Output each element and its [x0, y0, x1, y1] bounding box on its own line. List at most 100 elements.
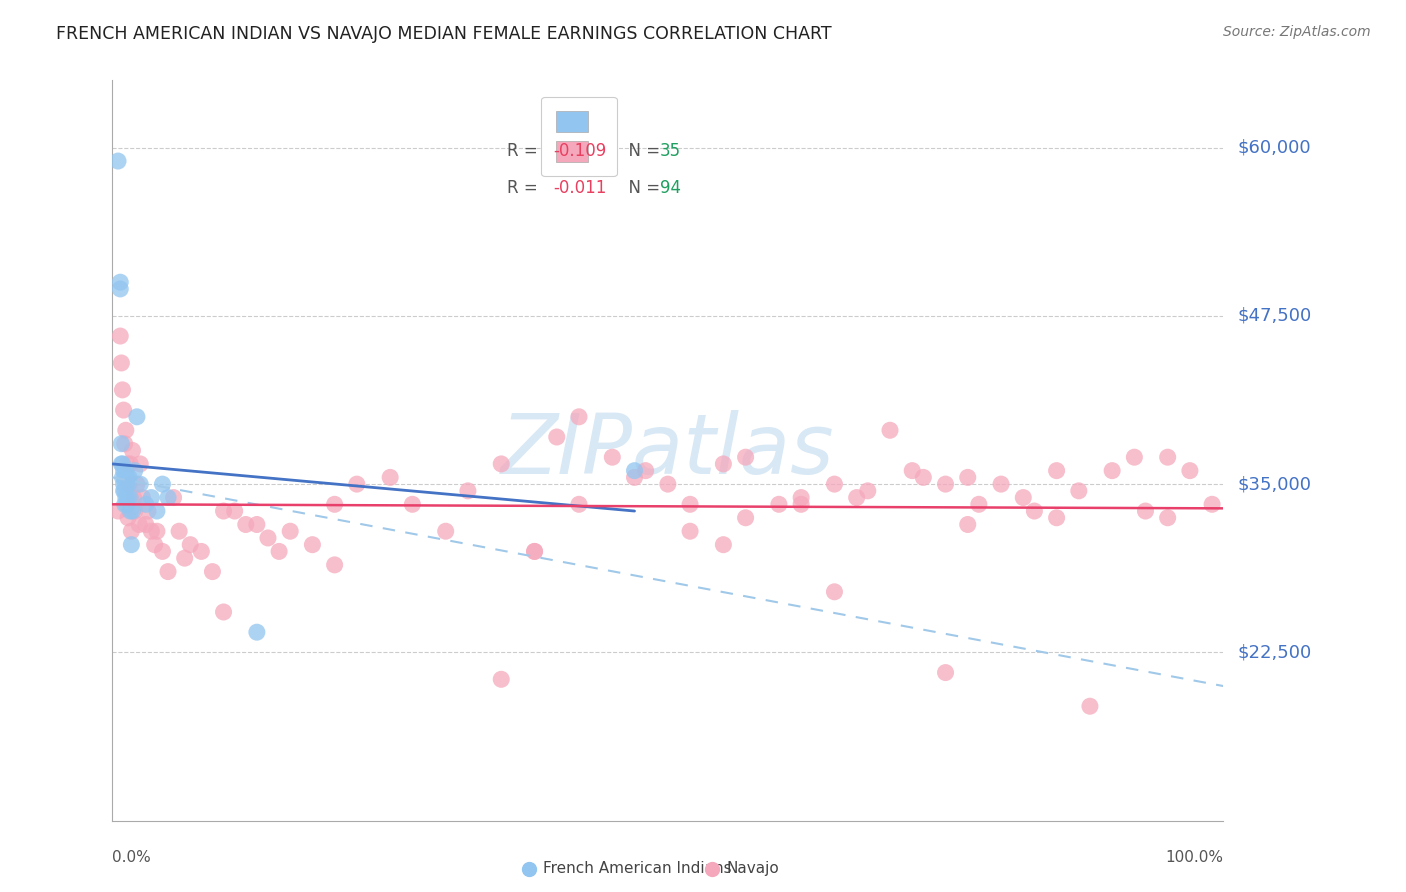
Text: $47,500: $47,500 [1237, 307, 1312, 325]
Point [380, 470, 402, 484]
Point [112, 483, 135, 498]
Point [824, 477, 846, 491]
Point [434, 524, 457, 539]
Point [568, 409, 591, 424]
Point [901, 464, 924, 478]
Point [118, 477, 141, 491]
Point [112, 477, 135, 491]
Point [246, 625, 269, 640]
Point [967, 497, 990, 511]
Point [120, 538, 142, 552]
Point [790, 491, 813, 505]
Point [115, 457, 138, 471]
Point [568, 497, 591, 511]
Point [212, 504, 235, 518]
Point [125, 477, 148, 491]
Point [457, 483, 479, 498]
Point [135, 517, 157, 532]
Point [602, 450, 624, 465]
Point [152, 477, 174, 491]
Point [879, 423, 901, 437]
Text: N =: N = [617, 178, 665, 196]
Point [162, 491, 184, 505]
Point [267, 544, 291, 558]
Text: $35,000: $35,000 [1237, 475, 1312, 493]
Point [124, 504, 146, 518]
Text: -0.109: -0.109 [554, 142, 607, 160]
Point [117, 510, 139, 524]
Point [657, 477, 679, 491]
Point [110, 436, 132, 450]
Point [167, 524, 190, 539]
Point [201, 565, 224, 579]
Point [110, 457, 132, 471]
Point [110, 282, 132, 296]
Point [128, 517, 150, 532]
Point [235, 517, 257, 532]
Point [110, 275, 132, 289]
Point [111, 470, 134, 484]
Point [224, 504, 246, 518]
Point [768, 497, 790, 511]
Text: -0.011: -0.011 [554, 178, 607, 196]
Point [136, 504, 159, 518]
Text: ZIPatlas: ZIPatlas [501, 410, 835, 491]
Point [131, 491, 153, 505]
Point [956, 517, 979, 532]
Point [122, 491, 145, 505]
Point [1045, 464, 1069, 478]
Point [1045, 510, 1069, 524]
Point [734, 450, 756, 465]
Text: 94: 94 [659, 178, 681, 196]
Point [856, 483, 879, 498]
Point [118, 470, 141, 484]
Point [190, 544, 212, 558]
Text: R =: R = [506, 178, 543, 196]
Point [912, 470, 935, 484]
Point [489, 457, 512, 471]
Point [935, 477, 957, 491]
Point [1078, 699, 1101, 714]
Point [146, 524, 169, 539]
Point [124, 464, 146, 478]
Point [125, 409, 148, 424]
Point [546, 430, 568, 444]
Point [120, 491, 142, 505]
Point [1067, 483, 1090, 498]
Point [935, 665, 957, 680]
Point [1156, 510, 1178, 524]
Point [1178, 464, 1201, 478]
Point [157, 565, 180, 579]
Point [114, 423, 136, 437]
Point [401, 497, 423, 511]
Text: N =: N = [617, 142, 665, 160]
Point [623, 470, 645, 484]
Text: $22,500: $22,500 [1237, 643, 1312, 661]
Point [114, 483, 136, 498]
Point [114, 497, 136, 511]
Point [1101, 464, 1123, 478]
Text: R =: R = [506, 142, 543, 160]
Point [489, 673, 512, 687]
Point [112, 403, 135, 417]
Point [1135, 504, 1157, 518]
Point [114, 491, 136, 505]
Point [152, 544, 174, 558]
Point [845, 491, 868, 505]
Point [1156, 450, 1178, 465]
Point [346, 477, 368, 491]
Point [634, 464, 657, 478]
Point [1201, 497, 1223, 511]
Text: Navajo: Navajo [727, 862, 779, 876]
Point [824, 584, 846, 599]
Point [257, 531, 280, 545]
Point [713, 538, 735, 552]
Point [212, 605, 235, 619]
Point [1123, 450, 1146, 465]
Point [990, 477, 1012, 491]
Point [323, 558, 346, 572]
Point [117, 477, 139, 491]
Point [713, 457, 735, 471]
Text: 35: 35 [659, 142, 681, 160]
Text: 0.0%: 0.0% [112, 850, 152, 865]
